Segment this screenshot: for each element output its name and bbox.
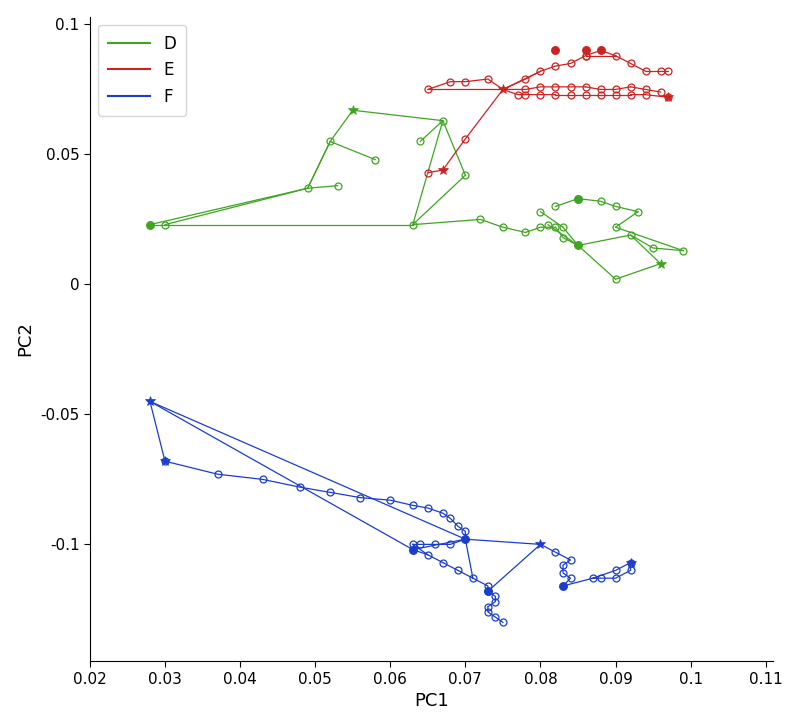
X-axis label: PC1: PC1 [414, 692, 449, 710]
Y-axis label: PC2: PC2 [17, 321, 34, 356]
Legend: D, E, F: D, E, F [98, 25, 186, 116]
